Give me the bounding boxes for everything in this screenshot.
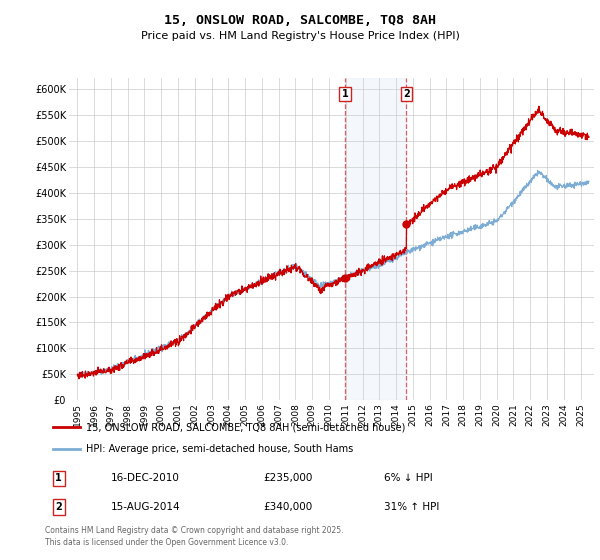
Bar: [345, 78, 406, 400]
Text: £235,000: £235,000: [263, 473, 313, 483]
Text: 2: 2: [403, 89, 410, 99]
Text: 15-AUG-2014: 15-AUG-2014: [110, 502, 180, 512]
Text: 1: 1: [342, 89, 349, 99]
Text: £340,000: £340,000: [263, 502, 313, 512]
Text: Price paid vs. HM Land Registry's House Price Index (HPI): Price paid vs. HM Land Registry's House …: [140, 31, 460, 41]
Text: 15, ONSLOW ROAD, SALCOMBE, TQ8 8AH (semi-detached house): 15, ONSLOW ROAD, SALCOMBE, TQ8 8AH (semi…: [86, 422, 406, 432]
Text: Contains HM Land Registry data © Crown copyright and database right 2025.
This d: Contains HM Land Registry data © Crown c…: [45, 526, 343, 547]
Text: 6% ↓ HPI: 6% ↓ HPI: [383, 473, 432, 483]
Text: 16-DEC-2010: 16-DEC-2010: [110, 473, 179, 483]
Text: HPI: Average price, semi-detached house, South Hams: HPI: Average price, semi-detached house,…: [86, 444, 353, 454]
Text: 15, ONSLOW ROAD, SALCOMBE, TQ8 8AH: 15, ONSLOW ROAD, SALCOMBE, TQ8 8AH: [164, 14, 436, 27]
Text: 2: 2: [55, 502, 62, 512]
Text: 31% ↑ HPI: 31% ↑ HPI: [383, 502, 439, 512]
Text: 1: 1: [55, 473, 62, 483]
